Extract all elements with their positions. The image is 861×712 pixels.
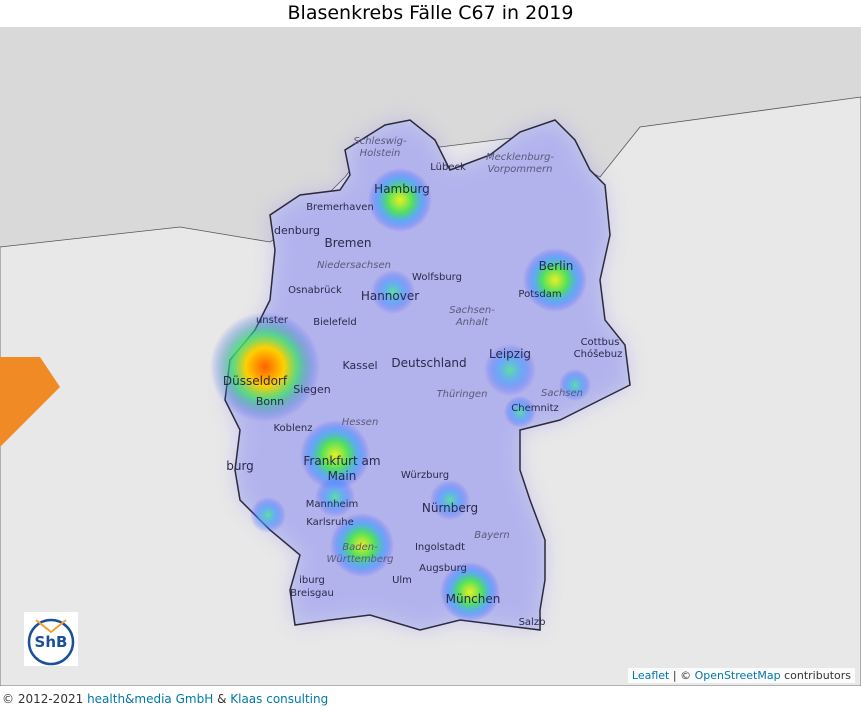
osm-link[interactable]: OpenStreetMap: [694, 669, 781, 682]
place-label: Bremen: [325, 236, 372, 250]
place-label: Augsburg: [419, 563, 467, 574]
place-label: München: [446, 592, 501, 606]
heat-spot: [330, 513, 394, 577]
logo-text: ShB: [35, 633, 68, 651]
place-label: Mecklenburg-: [486, 152, 554, 163]
footer-copyright: © 2012-2021: [2, 692, 84, 706]
place-label: Chóšebuz: [574, 348, 623, 360]
map-title: Blasenkrebs Fälle C67 in 2019: [287, 2, 574, 24]
heat-spot: [371, 270, 415, 314]
place-label: Breisgau: [290, 588, 334, 599]
place-label: Berlin: [539, 259, 574, 273]
land-edge: [0, 357, 60, 447]
logo: ShB: [24, 612, 78, 666]
place-label: Ingolstadt: [415, 542, 465, 553]
place-label: Anhalt: [455, 317, 489, 328]
place-label: Hamburg: [374, 182, 430, 196]
heat-spot: [430, 480, 470, 520]
place-label: Chemnitz: [511, 403, 559, 414]
place-label: Potsdam: [518, 289, 561, 300]
place-label: Sachsen-: [449, 305, 495, 316]
place-label: Hessen: [342, 417, 379, 428]
place-label: Deutschland: [391, 356, 466, 370]
heat-spot: [250, 497, 286, 533]
place-label: Salzb: [519, 617, 546, 628]
heat-spot: [523, 248, 587, 312]
place-label: Koblenz: [273, 423, 312, 434]
place-label: Würzburg: [401, 470, 449, 481]
place-label: Bayern: [474, 530, 510, 541]
heat-spot: [300, 420, 370, 490]
place-label: Main: [328, 469, 357, 483]
place-label: Mannheim: [306, 499, 358, 510]
heat-spot: [315, 477, 355, 517]
place-label: Cottbus: [581, 337, 620, 348]
place-label: Lübeck: [430, 162, 466, 173]
place-label: Bremerhaven: [306, 202, 374, 213]
place-label: Bielefeld: [313, 317, 357, 328]
place-label: denburg: [274, 224, 320, 237]
place-label: Osnabrück: [288, 285, 342, 296]
place-label: Wolfsburg: [412, 272, 462, 283]
heat-spot: [559, 369, 591, 401]
place-label: Bonn: [256, 395, 284, 408]
heat-spot: [484, 344, 536, 396]
place-label: Kassel: [342, 359, 377, 372]
place-label: Frankfurt am: [303, 454, 380, 468]
heat-spots: [210, 168, 591, 622]
place-label: Leipzig: [489, 347, 531, 361]
place-label: Thüringen: [437, 389, 488, 400]
heat-spot: [440, 562, 500, 622]
attribution: Leaflet | © OpenStreetMap contributors: [627, 668, 855, 683]
company-link[interactable]: health&media GmbH: [87, 692, 214, 706]
place-label: iburg: [299, 575, 325, 586]
heat-spot: [210, 312, 320, 422]
place-label: Württemberg: [326, 554, 393, 565]
footer: © 2012-2021 health&media GmbH & Klaas co…: [2, 692, 328, 706]
place-label: Schleswig-: [353, 136, 407, 147]
place-label: Baden-: [342, 542, 378, 553]
place-label: Holstein: [360, 148, 401, 159]
leaflet-link[interactable]: Leaflet: [631, 669, 670, 682]
logo-graphic: ShB: [27, 618, 75, 666]
place-label: Karlsruhe: [306, 517, 354, 528]
place-label: Ulm: [392, 575, 412, 586]
place-label: Siegen: [293, 383, 331, 396]
place-label: burg: [226, 459, 254, 473]
partner-link[interactable]: Klaas consulting: [230, 692, 329, 706]
contributors: contributors: [784, 669, 851, 682]
place-label: unster: [256, 315, 289, 326]
separator: |: [672, 669, 677, 682]
place-label: Sachsen: [541, 388, 583, 399]
heat-spot: [504, 396, 536, 428]
heat-spot: [368, 168, 432, 232]
place-label: Hannover: [361, 289, 419, 303]
place-label: Nürnberg: [422, 501, 478, 515]
footer-and: &: [217, 692, 227, 706]
place-label: Düsseldorf: [223, 374, 288, 388]
place-label: Vorpommern: [487, 164, 552, 175]
place-label: Niedersachsen: [317, 260, 391, 271]
copyright: ©: [680, 669, 692, 682]
